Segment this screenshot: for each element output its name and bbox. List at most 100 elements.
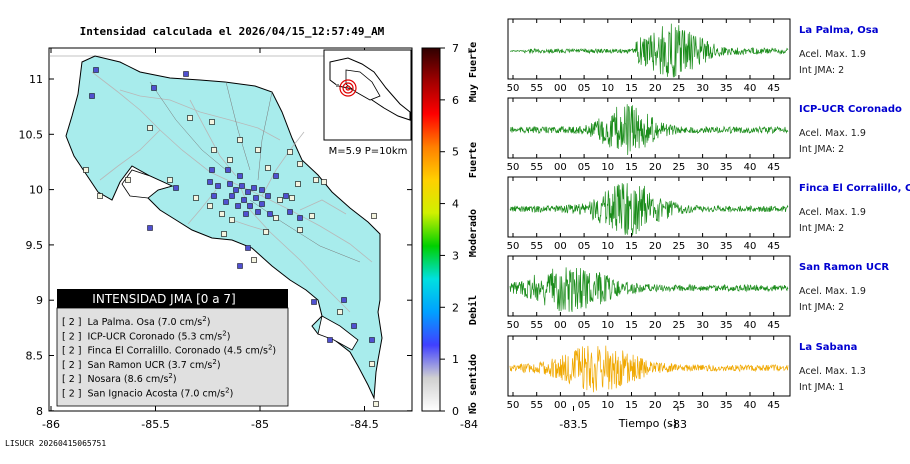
station-jma: Int JMA: 1 xyxy=(799,382,844,393)
waveform-tick-label: 00 xyxy=(554,400,567,411)
map-y-tick-label: 11 xyxy=(29,73,43,86)
station-marker xyxy=(321,179,327,185)
map-y-tick-label: 9.5 xyxy=(26,239,44,252)
waveform-tick-label: 15 xyxy=(625,162,638,173)
colorbar-tick-label: 6 xyxy=(452,94,459,107)
waveform-tick-label: 20 xyxy=(649,83,662,94)
waveform-frame xyxy=(507,335,791,397)
station-marker xyxy=(211,147,217,153)
waveform-tick-label: 20 xyxy=(649,162,662,173)
waveform-tick-label: 55 xyxy=(530,320,543,331)
station-marker xyxy=(235,203,241,209)
waveform-tick-label: 25 xyxy=(673,320,686,331)
station-marker xyxy=(245,245,251,251)
station-marker xyxy=(183,71,189,77)
station-jma: Int JMA: 2 xyxy=(799,144,844,155)
station-marker xyxy=(221,231,227,237)
station-marker xyxy=(97,193,103,199)
legend-header: INTENSIDAD JMA [0 a 7] xyxy=(92,292,235,306)
station-marker xyxy=(229,193,235,199)
station-marker xyxy=(289,195,295,201)
waveform-tick-label: 00 xyxy=(554,83,567,94)
waveform-tick-label: 55 xyxy=(530,162,543,173)
station-marker xyxy=(287,149,293,155)
station-marker xyxy=(341,297,347,303)
station-jma: Int JMA: 2 xyxy=(799,65,844,76)
station-marker xyxy=(265,193,271,199)
station-accel: Acel. Max. 1.9 xyxy=(799,286,866,297)
map-y-tick-label: 8.5 xyxy=(26,350,44,363)
station-marker xyxy=(371,213,377,219)
station-markers xyxy=(83,67,379,407)
station-marker xyxy=(297,215,303,221)
station-accel: Acel. Max. 1.9 xyxy=(799,207,866,218)
map-x-tick-label: -83.5 xyxy=(559,418,587,431)
station-marker xyxy=(259,187,265,193)
station-marker xyxy=(259,201,265,207)
station-jma: Int JMA: 2 xyxy=(799,223,844,234)
station-marker xyxy=(243,211,249,217)
inset-map xyxy=(323,49,412,141)
station-marker xyxy=(89,93,95,99)
inset-label: M=5.9 P=10km xyxy=(329,146,408,157)
colorbar-tick-label: 0 xyxy=(452,405,459,418)
waveform-tick-label: 50 xyxy=(507,320,520,331)
map-title: Intensidad calculada el 2026/04/15_12:57… xyxy=(80,25,385,38)
waveform-tick-label: 40 xyxy=(744,241,757,252)
waveform-tick-label: 10 xyxy=(601,400,614,411)
station-marker xyxy=(233,187,239,193)
station-marker xyxy=(207,203,213,209)
station-marker xyxy=(369,361,375,367)
waveform-tick-label: 45 xyxy=(767,241,780,252)
map-y-tick-label: 9 xyxy=(36,294,43,307)
waveform-tick-label: 30 xyxy=(696,83,709,94)
station-marker xyxy=(351,323,357,329)
map-y-tick-label: 8 xyxy=(36,405,43,418)
waveform-trace xyxy=(509,104,789,156)
legend-item: [ 2 ] Finca El Corralillo. Coronado (4.5 … xyxy=(62,344,276,357)
intensity-legend: INTENSIDAD JMA [0 a 7] [ 2 ] La Palma. Os… xyxy=(56,289,289,407)
waveform-tick-label: 35 xyxy=(720,162,733,173)
station-marker xyxy=(237,263,243,269)
station-marker xyxy=(287,209,293,215)
waveform-tick-label: 45 xyxy=(767,320,780,331)
waveform-tick-label: 55 xyxy=(530,400,543,411)
station-marker xyxy=(223,199,229,205)
province-borders xyxy=(149,81,361,263)
station-marker xyxy=(247,203,253,209)
waveform-tick-label: 45 xyxy=(767,400,780,411)
waveform-frame xyxy=(507,97,791,159)
waveform-trace xyxy=(509,345,789,393)
station-name: San Ramon UCR xyxy=(799,262,889,273)
waveform-tick-label: 15 xyxy=(625,320,638,331)
station-marker xyxy=(309,213,315,219)
waveform-tick-label: 55 xyxy=(530,83,543,94)
station-marker xyxy=(211,193,217,199)
station-accel: Acel. Max. 1.3 xyxy=(799,366,866,377)
station-marker xyxy=(245,189,251,195)
station-marker xyxy=(173,185,179,191)
waveform-panels: 50 55 00 05 10 15 20 25 30 35 40 45 La Palma, Osa Ace… xyxy=(507,18,910,411)
station-marker xyxy=(313,177,319,183)
waveform-tick-label: 05 xyxy=(578,241,591,252)
waveform-tick-label: 20 xyxy=(649,320,662,331)
station-marker xyxy=(277,197,283,203)
waveform-tick-label: 15 xyxy=(625,400,638,411)
colorbar-class-label: Moderado xyxy=(468,209,479,257)
waveform-tick-label: 05 xyxy=(578,320,591,331)
legend-header-bg xyxy=(57,289,288,308)
map-x-tick-label: -86 xyxy=(42,418,60,431)
station-marker xyxy=(93,67,99,73)
station-marker xyxy=(265,165,271,171)
station-marker xyxy=(227,181,233,187)
station-marker xyxy=(255,147,261,153)
waveform-panel: 50 55 00 05 10 15 20 25 30 35 40 45 La Palma, Osa Ace… xyxy=(507,18,879,94)
waveform-tick-label: 10 xyxy=(601,162,614,173)
station-marker xyxy=(215,183,221,189)
waveform-tick-label: 10 xyxy=(601,241,614,252)
intensity-colorbar: 0 1 2 3 4 5 6 7 No sentido Debil Moderado Fuerte Mu… xyxy=(421,42,479,418)
waveform-tick-label: 40 xyxy=(744,83,757,94)
station-marker xyxy=(219,211,225,217)
waveform-panel: 50 55 00 05 10 15 20 25 30 35 40 45 Finca El Corrali… xyxy=(507,176,910,252)
station-marker xyxy=(193,195,199,201)
